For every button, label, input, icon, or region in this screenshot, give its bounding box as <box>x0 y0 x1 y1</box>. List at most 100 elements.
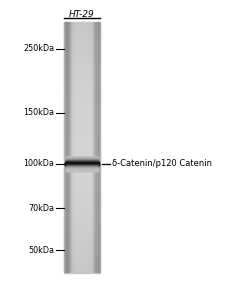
Bar <box>64 179 100 181</box>
Bar <box>66 167 98 168</box>
Bar <box>66 163 99 164</box>
Bar <box>64 202 100 203</box>
Bar <box>66 158 98 159</box>
Bar <box>64 120 100 122</box>
Bar <box>64 200 100 201</box>
Bar <box>64 89 100 90</box>
Bar <box>64 157 100 158</box>
Bar <box>64 124 100 125</box>
Bar <box>66 160 98 161</box>
Bar <box>64 32 100 33</box>
Bar <box>64 112 100 113</box>
Bar <box>66 158 98 159</box>
Bar <box>64 184 100 185</box>
Bar <box>64 108 100 109</box>
Bar <box>64 117 100 118</box>
Bar <box>64 241 100 242</box>
Bar <box>64 228 100 229</box>
Bar <box>64 62 100 63</box>
Bar <box>64 154 100 156</box>
Bar <box>64 220 100 222</box>
Bar <box>64 66 100 68</box>
Bar <box>64 145 100 147</box>
Bar <box>64 100 100 101</box>
Bar <box>64 214 100 216</box>
Bar <box>64 85 100 86</box>
Bar <box>64 260 100 261</box>
Bar <box>64 175 100 177</box>
Bar <box>64 59 100 60</box>
Bar <box>66 168 98 169</box>
Bar <box>64 151 100 152</box>
Bar <box>64 204 100 205</box>
Bar <box>66 166 98 167</box>
Bar <box>64 227 100 228</box>
Bar <box>64 185 100 187</box>
Bar <box>64 211 100 212</box>
Bar <box>64 134 100 135</box>
Bar <box>64 51 100 52</box>
Bar <box>64 189 100 190</box>
Bar <box>64 136 100 137</box>
Bar <box>64 135 100 137</box>
Bar <box>64 26 100 28</box>
Bar <box>70 22 72 272</box>
Bar <box>64 207 100 208</box>
Bar <box>64 160 100 161</box>
Bar <box>66 161 98 162</box>
Bar <box>64 269 100 270</box>
Bar <box>64 64 100 66</box>
Bar <box>64 42 100 43</box>
Bar <box>64 246 100 247</box>
Bar <box>64 252 100 253</box>
Bar <box>64 244 100 246</box>
Bar <box>64 95 100 97</box>
Bar <box>64 53 100 54</box>
Bar <box>64 82 100 83</box>
Bar <box>64 94 100 96</box>
Bar <box>64 79 100 80</box>
Bar <box>64 219 100 220</box>
Bar <box>64 221 100 223</box>
Bar <box>64 90 100 92</box>
Bar <box>66 160 98 161</box>
Bar <box>64 268 100 269</box>
Bar <box>64 96 100 98</box>
Bar <box>64 250 100 251</box>
Bar <box>64 256 100 257</box>
Bar <box>64 155 100 157</box>
Bar <box>64 36 100 38</box>
Bar <box>64 180 100 182</box>
Bar <box>64 186 100 188</box>
Bar <box>64 48 100 49</box>
Bar <box>64 148 100 149</box>
Bar <box>64 71 100 73</box>
Bar <box>64 258 100 259</box>
Bar <box>64 83 100 84</box>
Bar <box>64 68 100 69</box>
Bar <box>66 22 69 272</box>
Bar <box>66 165 98 166</box>
Bar <box>64 145 100 146</box>
Bar <box>64 178 100 179</box>
Bar <box>64 182 100 183</box>
Text: 50kDa: 50kDa <box>28 246 54 255</box>
Bar <box>64 126 100 128</box>
Bar <box>64 167 100 168</box>
Bar <box>64 116 100 118</box>
Bar <box>66 159 98 160</box>
Bar <box>64 164 100 165</box>
Bar <box>64 137 100 138</box>
Bar <box>64 143 100 144</box>
Bar <box>64 25 100 27</box>
Bar <box>64 134 100 136</box>
Bar <box>64 181 100 182</box>
Bar <box>66 159 98 160</box>
Bar <box>64 215 100 217</box>
Bar <box>64 110 100 112</box>
Bar <box>64 59 100 61</box>
Bar <box>64 65 100 67</box>
Bar <box>64 170 100 172</box>
Bar <box>64 41 100 43</box>
Bar <box>64 192 100 193</box>
